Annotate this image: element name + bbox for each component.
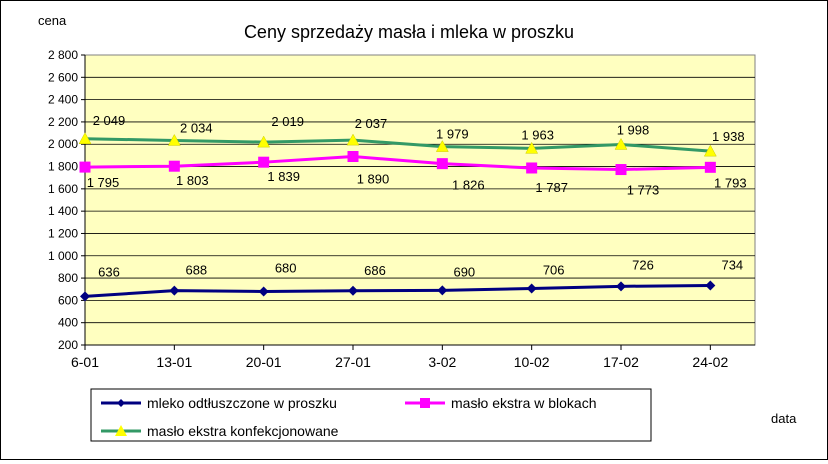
data-point xyxy=(79,161,91,173)
legend-label: masło ekstra w blokach xyxy=(451,395,597,411)
x-tick-label: 6-01 xyxy=(71,354,99,370)
data-point xyxy=(347,151,359,162)
x-tick-label: 17-02 xyxy=(603,354,639,370)
data-label: 2 034 xyxy=(180,120,213,135)
data-label: 2 019 xyxy=(271,114,304,129)
data-label: 1 795 xyxy=(87,175,120,190)
plot-area xyxy=(84,54,756,346)
x-axis-label: data xyxy=(771,411,797,426)
data-point xyxy=(257,135,271,148)
data-point xyxy=(525,141,539,154)
legend-marker xyxy=(115,425,127,436)
data-label: 1 938 xyxy=(712,129,745,144)
data-label: 706 xyxy=(543,263,565,278)
data-point xyxy=(437,285,448,296)
y-tick-label: 2 800 xyxy=(48,48,78,62)
y-tick-label: 2 000 xyxy=(48,137,78,151)
data-label: 1 787 xyxy=(535,180,568,195)
data-point xyxy=(616,281,626,292)
data-label: 1 803 xyxy=(176,173,209,188)
data-point xyxy=(346,133,360,146)
data-label: 1 773 xyxy=(627,183,660,198)
legend-marker xyxy=(420,398,430,408)
data-point xyxy=(435,140,449,152)
data-point xyxy=(258,286,269,297)
chart-title: Ceny sprzedaży masła i mleka w proszku xyxy=(244,22,574,42)
data-label: 726 xyxy=(632,257,654,272)
data-point xyxy=(615,164,627,176)
x-tick-label: 24-02 xyxy=(692,354,728,370)
legend-box xyxy=(90,388,652,442)
y-tick-label: 200 xyxy=(58,338,78,352)
data-label: 2 037 xyxy=(355,116,388,131)
y-tick-label: 800 xyxy=(58,271,78,285)
y-axis-label: cena xyxy=(38,13,67,28)
series-line xyxy=(84,137,711,153)
x-tick-label: 13-01 xyxy=(156,354,192,370)
y-tick-label: 1 400 xyxy=(48,204,78,218)
data-label: 1 890 xyxy=(357,172,390,187)
legend-marker xyxy=(117,399,125,407)
data-point xyxy=(614,137,628,150)
data-point xyxy=(703,144,717,157)
data-label: 1 963 xyxy=(521,127,554,142)
legend-item: masło ekstra konfekcjonowane xyxy=(101,423,339,439)
data-point xyxy=(80,291,90,302)
y-tick-label: 2 400 xyxy=(48,93,78,107)
y-tick-label: 2 600 xyxy=(48,70,78,84)
data-point xyxy=(526,162,538,174)
legend-item: mleko odtłuszczone w proszku xyxy=(101,395,337,411)
series-line xyxy=(84,155,711,172)
legend: mleko odtłuszczone w proszku masło ekstra… xyxy=(90,388,652,442)
data-label: 686 xyxy=(364,263,386,278)
data-point xyxy=(258,156,270,168)
data-point xyxy=(526,283,537,294)
data-point xyxy=(168,160,180,172)
y-tick-label: 1 200 xyxy=(48,226,78,240)
data-point xyxy=(167,133,181,146)
data-label: 1 826 xyxy=(452,178,485,193)
legend-label: mleko odtłuszczone w proszku xyxy=(147,395,337,411)
data-point xyxy=(704,161,716,173)
y-tick-label: 600 xyxy=(58,293,78,307)
data-point xyxy=(169,285,180,296)
legend-item: masło ekstra w blokach xyxy=(405,395,597,411)
y-tick-label: 1 800 xyxy=(48,160,78,174)
data-label: 734 xyxy=(721,257,743,272)
data-label: 636 xyxy=(98,264,120,279)
data-label: 1 998 xyxy=(617,122,650,137)
y-tick-label: 400 xyxy=(58,316,78,330)
data-point xyxy=(78,132,92,145)
data-label: 2 049 xyxy=(93,113,126,128)
legend-label: masło ekstra konfekcjonowane xyxy=(147,423,339,439)
data-point xyxy=(705,280,716,291)
data-label: 690 xyxy=(453,264,475,279)
x-tick-label: 10-02 xyxy=(514,354,550,370)
data-label: 1 979 xyxy=(436,127,469,142)
data-label: 680 xyxy=(275,260,297,275)
y-tick-label: 1 600 xyxy=(48,182,78,196)
y-tick-label: 1 000 xyxy=(48,249,78,263)
x-tick-label: 20-01 xyxy=(246,354,282,370)
data-point xyxy=(348,285,358,296)
y-tick-label: 2 200 xyxy=(48,115,78,129)
data-label: 1 793 xyxy=(714,175,747,190)
data-label: 688 xyxy=(185,263,207,278)
data-point xyxy=(436,158,448,170)
x-tick-label: 3-02 xyxy=(428,354,456,370)
data-label: 1 839 xyxy=(267,169,300,184)
x-tick-label: 27-01 xyxy=(335,354,371,370)
series-line xyxy=(84,283,711,298)
